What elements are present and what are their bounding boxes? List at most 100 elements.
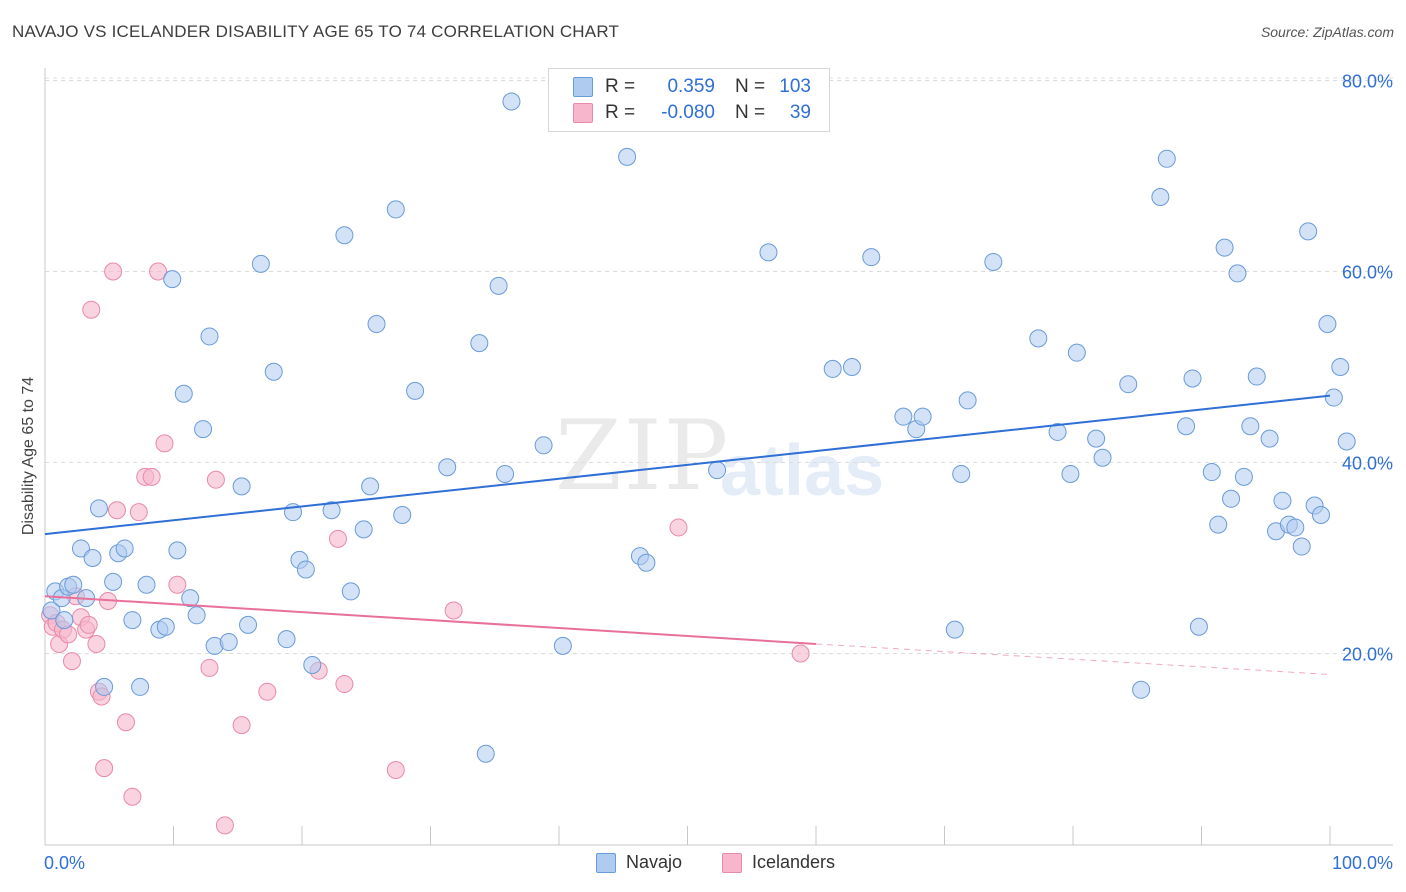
- icelanders-point: [258, 682, 277, 701]
- navajo-point: [502, 92, 521, 111]
- navajo-legend-swatch: [596, 852, 616, 873]
- navajo-point: [913, 407, 932, 426]
- navajo-point: [131, 677, 150, 696]
- trend-lines: [44, 394, 1331, 676]
- navajo-point: [1215, 238, 1234, 257]
- navajo-n-value: 103: [779, 76, 811, 97]
- navajo-r-label: R =: [605, 76, 636, 97]
- navajo-point: [945, 620, 964, 639]
- icelanders-n-label: N =: [735, 102, 766, 123]
- navajo-point: [952, 464, 971, 483]
- chart-source: Source: ZipAtlas.com: [1260, 24, 1394, 40]
- chart-title: NAVAJO VS ICELANDER DISABILITY AGE 65 TO…: [12, 22, 620, 41]
- navajo-point: [1292, 537, 1311, 556]
- icelanders-legend-label: Icelanders: [752, 852, 836, 872]
- navajo-point: [438, 458, 457, 477]
- navajo-point: [104, 572, 123, 591]
- navajo-point: [123, 611, 142, 630]
- navajo-point: [219, 633, 238, 652]
- grid-lines: [45, 77, 1393, 654]
- watermark-zip: ZIP: [555, 400, 731, 512]
- icelanders-point: [200, 658, 219, 677]
- icelanders-point: [444, 601, 463, 620]
- navajo-r-value: 0.359: [667, 76, 715, 97]
- legend-item-navajo[interactable]: Navajo: [596, 852, 682, 873]
- icelanders-point: [232, 716, 251, 735]
- navajo-point: [894, 407, 913, 426]
- watermark-atlas: atlas: [720, 431, 885, 511]
- navajo-point: [71, 539, 90, 558]
- navajo-point: [1228, 264, 1247, 283]
- navajo-point: [476, 744, 495, 763]
- navajo-point: [55, 611, 74, 630]
- icelanders-point: [142, 467, 161, 486]
- navajo-point: [1286, 518, 1305, 537]
- icelanders-point: [107, 501, 126, 520]
- icelanders-trend-line: [44, 595, 817, 645]
- navajo-point: [89, 499, 108, 518]
- navajo-n-label: N =: [735, 76, 766, 97]
- x-tick-label: 0.0%: [44, 853, 85, 873]
- navajo-point: [168, 541, 187, 560]
- icelanders-point: [82, 300, 101, 319]
- navajo-point: [1209, 515, 1228, 534]
- navajo-point: [958, 391, 977, 410]
- navajo-point: [553, 636, 572, 655]
- y-tick-label: 40.0%: [1342, 454, 1393, 474]
- navajo-point: [361, 477, 380, 496]
- navajo-point: [534, 436, 553, 455]
- navajo-point: [1318, 315, 1337, 334]
- navajo-point: [1048, 422, 1067, 441]
- navajo-point: [1132, 680, 1151, 699]
- navajo-point: [187, 606, 206, 625]
- tick-labels: 20.0% 40.0% 60.0% 80.0% 0.0% 100.0% Disability…: [20, 72, 1393, 874]
- icelanders-swatch: [573, 103, 593, 123]
- y-tick-label: 80.0%: [1342, 72, 1393, 92]
- navajo-point: [1157, 149, 1176, 168]
- x-tick-label: 100.0%: [1332, 853, 1393, 873]
- legend-item-icelanders[interactable]: Icelanders: [722, 852, 835, 873]
- navajo-swatch: [573, 77, 593, 97]
- navajo-point: [1061, 464, 1080, 483]
- icelanders-point: [386, 761, 405, 780]
- navajo-point: [232, 477, 251, 496]
- navajo-point: [862, 248, 881, 267]
- navajo-point: [984, 252, 1003, 271]
- navajo-point: [174, 384, 193, 403]
- icelanders-point: [129, 503, 148, 522]
- navajo-point: [842, 358, 861, 376]
- icelanders-point: [335, 675, 354, 694]
- navajo-point: [194, 420, 213, 439]
- y-axis-title: Disability Age 65 to 74: [20, 377, 37, 535]
- navajo-point: [156, 617, 175, 636]
- icelanders-point: [791, 644, 810, 663]
- navajo-point: [354, 520, 373, 539]
- navajo-point: [322, 501, 341, 520]
- icelanders-n-value: 39: [789, 102, 811, 123]
- series-legend: Navajo Icelanders: [0, 852, 1406, 876]
- navajo-point: [1183, 369, 1202, 388]
- navajo-point: [264, 362, 283, 381]
- icelanders-r-value: -0.080: [661, 102, 715, 123]
- icelanders-r-label: R =: [605, 102, 636, 123]
- icelanders-point: [215, 816, 234, 835]
- icelanders-trend-extension: [815, 643, 1331, 676]
- navajo-point: [303, 655, 322, 674]
- icelanders-point: [79, 615, 98, 634]
- navajo-point: [708, 461, 727, 480]
- navajo-point: [239, 615, 258, 634]
- icelanders-points: [41, 262, 810, 835]
- navajo-point: [1202, 463, 1221, 482]
- navajo-point: [386, 200, 405, 219]
- navajo-point: [251, 254, 270, 273]
- icelanders-point: [95, 759, 114, 778]
- axes: [44, 68, 1393, 846]
- navajo-point: [1234, 467, 1253, 486]
- navajo-point: [181, 589, 200, 608]
- navajo-point: [1177, 417, 1196, 436]
- icelanders-point: [149, 262, 168, 281]
- y-tick-label: 60.0%: [1342, 263, 1393, 283]
- navajo-point: [406, 381, 425, 400]
- icelanders-point: [87, 634, 106, 653]
- correlation-legend: R = 0.359 N = 103 R = -0.080 N = 39: [548, 68, 830, 132]
